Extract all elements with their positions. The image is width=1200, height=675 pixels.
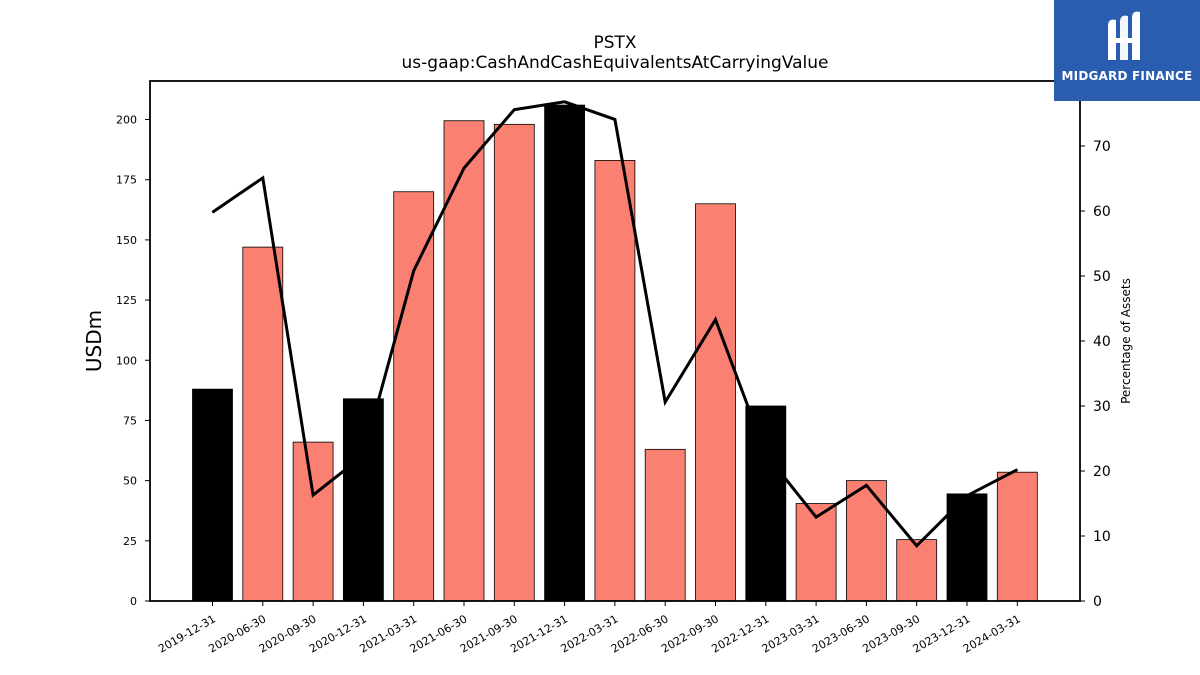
line-point-2023-09-30 — [916, 545, 918, 547]
bar-2022-12-31 — [745, 405, 787, 602]
line-layer — [211, 100, 1018, 549]
line-point-2020-12-31 — [362, 454, 364, 456]
y-tick-label: 200 — [116, 114, 137, 127]
y2-tick-label: 0 — [1093, 594, 1102, 610]
bar-2023-06-30 — [846, 480, 887, 602]
y-tick-label: 175 — [116, 174, 137, 187]
axes-layer — [145, 80, 1085, 606]
y-tick-label: 100 — [116, 354, 137, 367]
line-point-2023-03-31 — [815, 516, 817, 518]
bar-2021-12-31 — [544, 104, 585, 602]
y-tick-label: 150 — [116, 234, 137, 247]
bar-2022-03-31 — [594, 160, 636, 602]
bar-2022-06-30 — [644, 448, 686, 602]
chart-title: PSTX — [593, 33, 637, 53]
bar-2024-03-31 — [996, 471, 1038, 602]
line-point-2021-03-31 — [413, 270, 415, 272]
y-tick-label: 75 — [123, 414, 137, 427]
midgard-finance-logo: MIDGARD FINANCE — [1054, 0, 1200, 101]
y2-tick-label: 50 — [1093, 269, 1111, 285]
y2-tick-label: 10 — [1093, 529, 1111, 545]
line-point-2020-09-30 — [312, 494, 314, 496]
line-point-2021-09-30 — [513, 109, 515, 111]
y2-tick-label: 40 — [1093, 334, 1111, 350]
bar-2021-06-30 — [443, 120, 485, 602]
bar-2023-09-30 — [896, 539, 938, 602]
y2-axis-label: Percentage of Assets — [1119, 278, 1133, 404]
y-tick-label: 25 — [123, 535, 137, 548]
y-tick-label: 50 — [123, 475, 137, 488]
bar-2020-06-30 — [242, 246, 284, 602]
line-point-2021-12-31 — [564, 101, 566, 103]
x-tick-label: 2024-03-31 — [961, 612, 1023, 655]
line-point-2022-06-30 — [664, 401, 666, 403]
y2-tick-label: 20 — [1093, 464, 1111, 480]
logo-mark-icon — [1108, 11, 1140, 61]
line-point-2022-09-30 — [715, 319, 716, 321]
y-tick-label: 0 — [130, 595, 137, 608]
y2-tick-label: 30 — [1093, 399, 1111, 415]
bar-2020-12-31 — [342, 398, 384, 602]
bar-2023-03-31 — [795, 503, 837, 602]
bar-2021-03-31 — [393, 191, 435, 602]
line-point-2024-03-31 — [1016, 469, 1018, 471]
bar-2019-12-31 — [192, 388, 233, 602]
line-point-2023-12-31 — [966, 495, 968, 497]
y-axis-label: USDm — [82, 310, 106, 372]
bar-2022-09-30 — [695, 203, 736, 602]
y-tick-label: 125 — [116, 294, 137, 307]
bar-2023-12-31 — [946, 493, 988, 602]
line-point-2019-12-31 — [212, 211, 213, 213]
line-point-2021-06-30 — [463, 167, 465, 169]
chart-subtitle: us-gaap:CashAndCashEquivalentsAtCarrying… — [401, 53, 829, 73]
line-point-2022-12-31 — [765, 453, 767, 455]
line-point-2022-03-31 — [614, 118, 616, 120]
bars-layer — [192, 104, 1038, 602]
line-point-2023-06-30 — [865, 484, 867, 486]
bar-2020-09-30 — [292, 441, 334, 602]
logo-text: MIDGARD FINANCE — [1061, 69, 1193, 83]
y2-tick-label: 60 — [1093, 204, 1111, 220]
line-point-2020-06-30 — [262, 177, 264, 179]
bar-2021-09-30 — [493, 123, 535, 602]
y2-tick-label: 70 — [1093, 139, 1111, 155]
